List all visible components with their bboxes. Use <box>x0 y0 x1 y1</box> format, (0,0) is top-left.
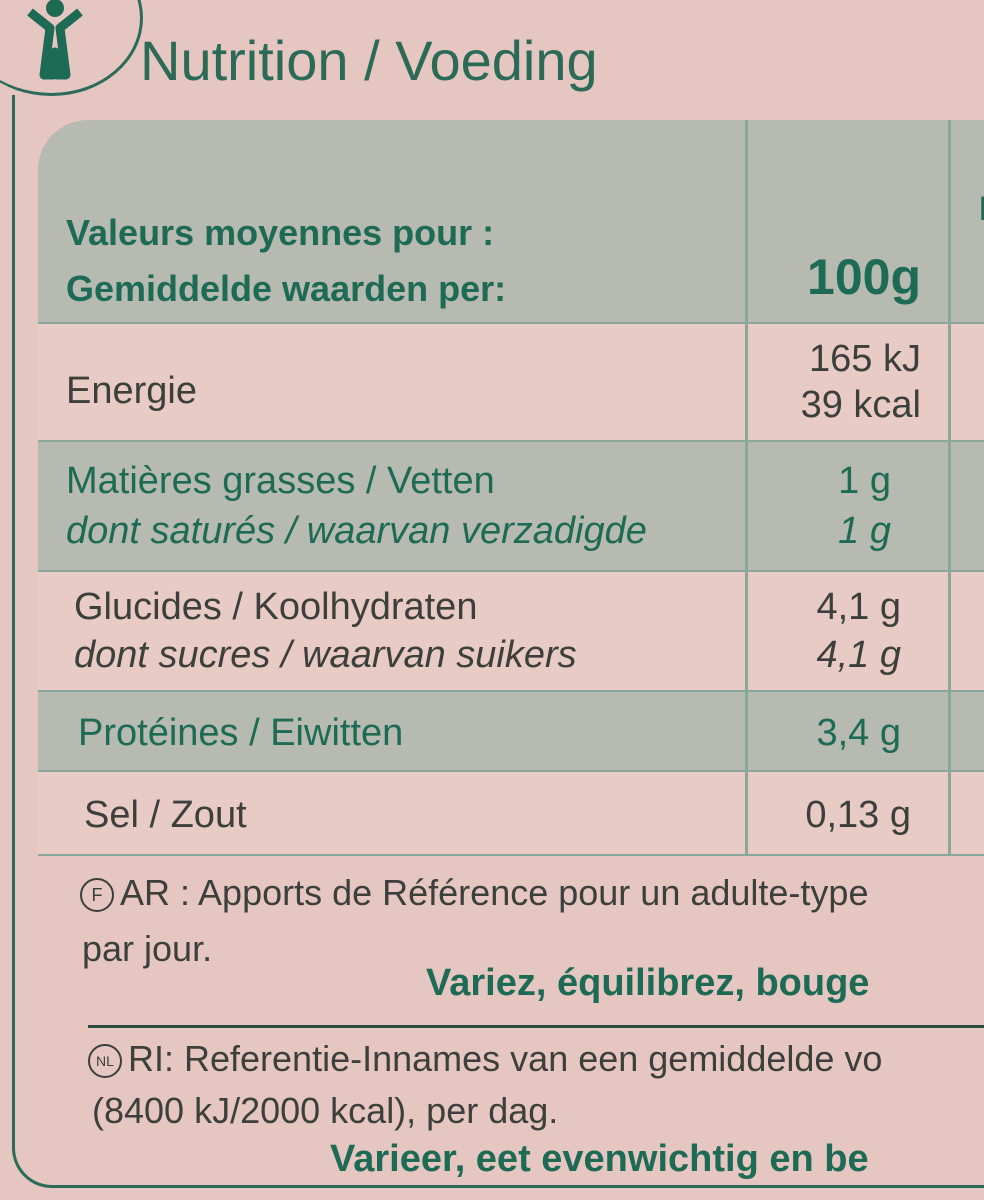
row-label: Energie <box>66 370 197 412</box>
active-person-icon <box>27 0 83 80</box>
france-badge-icon: F <box>80 878 114 913</box>
header-label-nl: Gemiddelde waarden per: <box>66 268 507 309</box>
table-row: Energie 165 kJ 39 kcal <box>38 322 984 442</box>
netherlands-badge-icon: NL <box>88 1044 122 1079</box>
row-sub-label: dont sucres / waarvan suikers <box>74 634 577 676</box>
label-frame <box>12 95 984 1188</box>
row-label: Glucides / Koolhydraten <box>74 586 478 628</box>
footer-nl-slogan: Varieer, eet evenwichtig en be <box>330 1138 869 1180</box>
row-value: 1 g <box>838 460 891 502</box>
row-label: Matières grasses / Vetten <box>66 460 495 502</box>
row-value: 0,13 g <box>805 794 911 836</box>
table-header: Valeurs moyennes pour : Gemiddelde waard… <box>38 120 984 322</box>
header-column-100g: 100g <box>807 249 921 305</box>
table-row: Glucides / Koolhydraten dont sucres / wa… <box>38 570 984 692</box>
header-column-partial: E <box>979 190 984 229</box>
page-title: Nutrition / Voeding <box>140 29 598 92</box>
row-value: 3,4 g <box>816 712 901 754</box>
footer-fr-line1: F AR : Apports de Référence pour un adult… <box>80 872 868 914</box>
row-sub-label: dont saturés / waarvan verzadigde <box>66 510 647 552</box>
row-label: Protéines / Eiwitten <box>78 712 404 754</box>
row-label: Sel / Zout <box>84 794 247 836</box>
row-sub-value: 1 g <box>838 510 891 552</box>
table-row: Sel / Zout 0,13 g <box>38 770 984 856</box>
table-row: Matières grasses / Vetten dont saturés /… <box>38 440 984 572</box>
footer-fr-line2: par jour. <box>82 928 213 969</box>
footer-fr-slogan: Variez, équilibrez, bouge <box>426 962 870 1004</box>
footer-nl-line2: (8400 kJ/2000 kcal), per dag. <box>92 1090 559 1131</box>
row-sub-value: 4,1 g <box>816 634 901 676</box>
nl-reference-text: RI: Referentie-Innames van een gemiddeld… <box>128 1038 883 1079</box>
table-row: Protéines / Eiwitten 3,4 g <box>38 690 984 772</box>
header-label-fr: Valeurs moyennes pour : <box>66 212 495 253</box>
row-value: 165 kJ <box>809 338 921 380</box>
fr-reference-text: AR : Apports de Référence pour un adulte… <box>120 872 869 913</box>
row-value: 4,1 g <box>816 586 901 628</box>
footer-nl-line1: NL RI: Referentie-Innames van een gemidde… <box>88 1038 882 1080</box>
row-value: 39 kcal <box>800 384 921 426</box>
divider <box>88 1025 984 1028</box>
